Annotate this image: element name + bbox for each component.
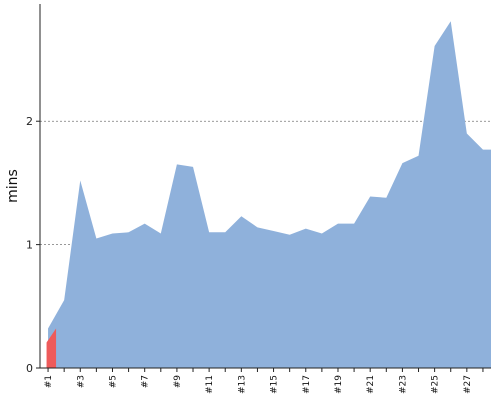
x-tick-label-14: #15 xyxy=(270,375,280,394)
area-series xyxy=(46,21,492,369)
x-tick-label-22: #23 xyxy=(398,375,408,394)
x-tick-label-6: #7 xyxy=(141,375,151,388)
y-axis-label: mins xyxy=(5,169,21,203)
x-tick-label-2: #3 xyxy=(76,375,86,388)
x-tick-label-12: #13 xyxy=(237,375,247,394)
x-tick-label-18: #19 xyxy=(334,375,344,394)
x-tick-label-24: #25 xyxy=(431,375,441,394)
y-tick-label-0: 0 xyxy=(26,362,33,375)
x-tick-label-26: #27 xyxy=(463,375,473,394)
x-tick-label-0: #1 xyxy=(44,375,54,388)
axes xyxy=(39,4,491,369)
x-tick-labels: #1 #3 #5 #7 #9 #11 #13 #15 #17 #19 #21 #23 #25 #27 xyxy=(44,368,484,394)
y-tick-label-1: 1 xyxy=(26,239,33,252)
y-tick-label-2: 2 xyxy=(26,115,33,128)
area-fill xyxy=(48,21,492,369)
x-tick-label-16: #17 xyxy=(302,375,312,394)
x-tick-label-10: #11 xyxy=(205,375,215,394)
highlight-segment xyxy=(46,328,57,368)
x-tick-label-4: #5 xyxy=(108,375,118,388)
x-tick-label-8: #9 xyxy=(173,375,183,389)
x-tick-label-20: #21 xyxy=(366,375,376,394)
y-tick-labels: 0 1 2 xyxy=(26,115,40,375)
